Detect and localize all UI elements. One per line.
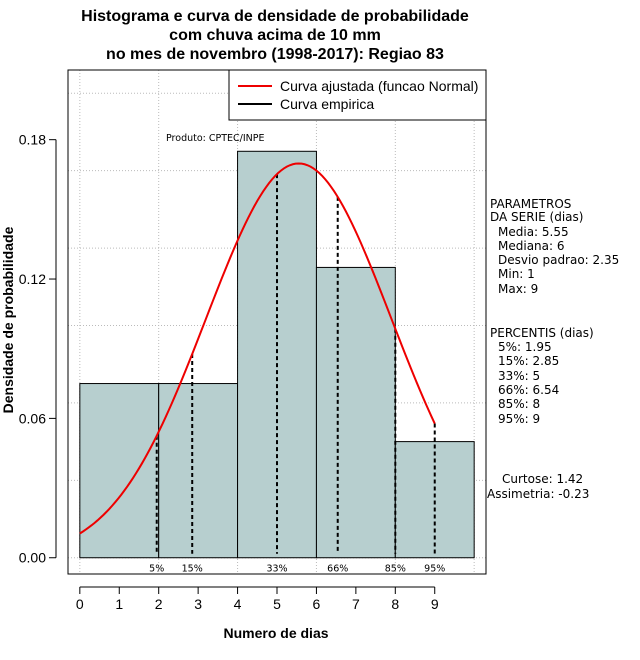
- x-axis-label: Numero de dias: [223, 625, 328, 641]
- param-media: Media: 5.55: [498, 225, 569, 239]
- percentil-5: 5%: 1.95: [498, 340, 552, 354]
- x-tick-label: 0: [76, 596, 84, 612]
- x-tick-label: 9: [431, 596, 439, 612]
- percentile-lines: 5% 15% 33% 66% 85% 95%: [149, 174, 445, 575]
- chart-title-line-3: no mes de novembro (1998-2017): Regiao 8…: [106, 46, 444, 63]
- y-tick-label: 0.18: [19, 132, 46, 148]
- percentile-label: 95%: [424, 564, 445, 575]
- percentile-label: 66%: [327, 564, 348, 575]
- chart-title-line-1: Histograma e curva de densidade de proba…: [81, 8, 469, 25]
- histogram-bar: [315, 266, 396, 559]
- param-max: Max: 9: [498, 282, 538, 296]
- percentile-label: 15%: [182, 564, 203, 575]
- x-axis: 0 1 2 3 4 5 6 7 8 9: [76, 586, 439, 612]
- histogram-bar: [158, 383, 239, 559]
- percentil-66: 66%: 6.54: [498, 383, 559, 397]
- y-tick-label: 0.12: [19, 271, 46, 287]
- param-mediana: Mediana: 6: [498, 239, 565, 253]
- percentil-85: 85%: 8: [498, 397, 540, 411]
- param-desvio: Desvio padrao: 2.35: [498, 253, 619, 267]
- params-title-2: DA SERIE (dias): [490, 210, 583, 224]
- x-tick-label: 3: [194, 596, 202, 612]
- percentile-label: 33%: [266, 564, 287, 575]
- x-tick-label: 8: [391, 596, 399, 612]
- curtose-value: Curtose: 1.42: [502, 472, 583, 486]
- params-title-1: PARAMETROS: [490, 197, 571, 211]
- chart-title-line-2: com chuva acima de 10 mm: [169, 27, 381, 44]
- normal-curve-line: [79, 162, 436, 535]
- percentil-33: 33%: 5: [498, 369, 540, 383]
- x-tick-label: 6: [313, 596, 321, 612]
- x-tick-label: 7: [352, 596, 360, 612]
- legend-label-fitted: Curva ajustada (funcao Normal): [280, 78, 478, 94]
- percentile-label: 85%: [385, 564, 406, 575]
- param-min: Min: 1: [498, 267, 535, 281]
- legend-box: [228, 69, 487, 121]
- histogram-bars: [79, 150, 475, 559]
- legend: Curva ajustada (funcao Normal) Curva emp…: [228, 69, 487, 121]
- percentile-label: 5%: [149, 564, 164, 575]
- histogram-bar: [79, 383, 160, 559]
- y-tick-label: 0.00: [19, 550, 46, 566]
- x-tick-label: 4: [234, 596, 242, 612]
- x-tick-label: 5: [273, 596, 281, 612]
- y-axis: 0.00 0.06 0.12 0.18: [19, 132, 57, 566]
- legend-label-empirical: Curva empirica: [280, 96, 374, 112]
- y-tick-label: 0.06: [19, 410, 46, 426]
- percentil-15: 15%: 2.85: [498, 354, 559, 368]
- x-tick-label: 2: [155, 596, 163, 612]
- percentis-title: PERCENTIS (dias): [490, 326, 594, 340]
- y-axis-label: Densidade de probabilidade: [0, 226, 16, 413]
- x-tick-label: 1: [115, 596, 123, 612]
- product-annotation: Produto: CPTEC/INPE: [166, 133, 265, 144]
- percentil-95: 95%: 9: [498, 412, 540, 426]
- side-panel: PARAMETROS DA SERIE (dias) Media: 5.55 M…: [487, 197, 619, 501]
- assimetria-value: Assimetria: -0.23: [487, 487, 589, 501]
